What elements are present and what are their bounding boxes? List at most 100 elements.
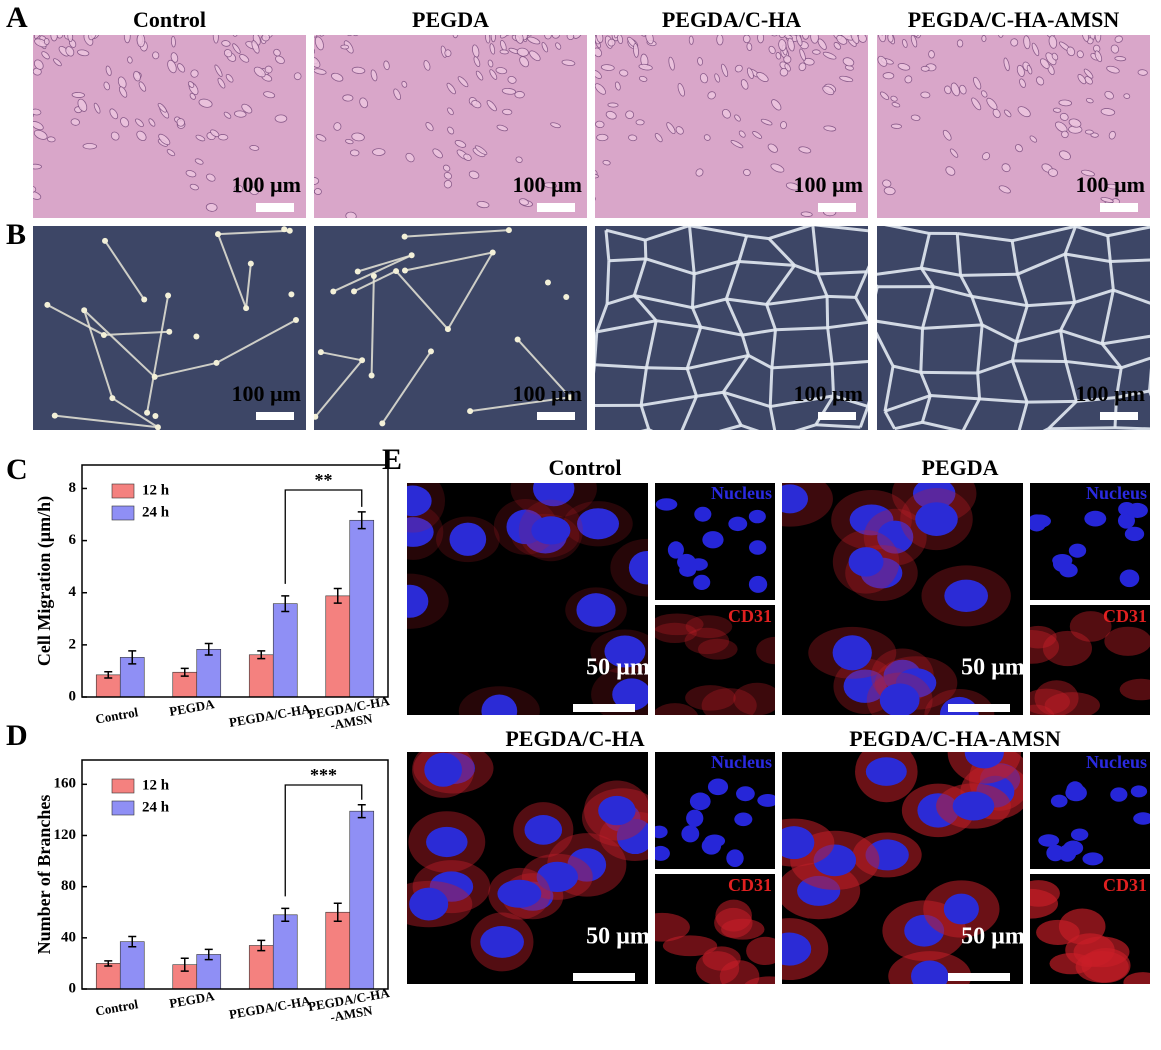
cell xyxy=(607,38,616,47)
tube xyxy=(1101,334,1150,346)
scale-bar-label: 100 µm xyxy=(1075,172,1145,197)
tube xyxy=(961,398,981,430)
cell xyxy=(442,164,451,172)
legend-label: 12 h xyxy=(142,482,170,498)
cell xyxy=(463,153,472,161)
tube xyxy=(1010,341,1018,362)
nucleus xyxy=(1119,569,1140,588)
cell xyxy=(635,119,645,126)
cell xyxy=(1098,0,1106,2)
cell xyxy=(103,81,111,91)
image-title: PEGDA xyxy=(922,455,999,480)
error-bar xyxy=(104,960,113,967)
cell xyxy=(900,22,908,30)
tube xyxy=(320,351,363,362)
cell xyxy=(738,130,746,138)
cell xyxy=(2,45,10,57)
cd31-signal xyxy=(1075,950,1129,983)
cell xyxy=(775,52,782,60)
cell xyxy=(1110,44,1120,54)
scale-bar-label: 100 µm xyxy=(231,172,301,197)
cell xyxy=(1010,38,1019,47)
error-bar xyxy=(180,957,189,972)
nucleus xyxy=(1046,844,1065,862)
cell xyxy=(822,13,831,25)
scale-bar xyxy=(818,412,856,420)
tube xyxy=(154,361,217,378)
cell xyxy=(225,73,234,83)
tube xyxy=(633,294,658,322)
y-tick-label: 40 xyxy=(61,929,76,945)
tube xyxy=(794,423,817,430)
tube xyxy=(854,296,868,323)
cell xyxy=(499,49,509,55)
tube xyxy=(605,260,611,304)
tube xyxy=(971,294,1028,308)
cell xyxy=(959,84,967,95)
cell xyxy=(53,58,62,67)
cell xyxy=(82,143,98,150)
tube xyxy=(724,261,741,300)
cell xyxy=(149,0,159,5)
cell xyxy=(551,35,561,39)
cell xyxy=(822,51,837,60)
tube xyxy=(877,286,879,295)
panel-label: A xyxy=(6,1,28,34)
tube xyxy=(812,226,868,233)
cell xyxy=(293,72,302,81)
tube xyxy=(1063,253,1077,303)
cell xyxy=(579,22,588,33)
cd31-signal xyxy=(1030,688,1070,715)
cell xyxy=(523,14,530,26)
x-tick-label: PEGDA/C-HA xyxy=(228,701,312,730)
cell xyxy=(567,394,574,401)
cell xyxy=(703,134,711,141)
cd31-signal xyxy=(1034,680,1079,715)
cd31-signal xyxy=(685,685,736,711)
tube xyxy=(1065,359,1122,370)
cell xyxy=(595,83,607,95)
cell xyxy=(486,100,497,112)
cd31-signal xyxy=(1069,611,1112,642)
nucleus xyxy=(782,826,815,860)
x-tick-label: PEGDA/C-HA-AMSN xyxy=(307,985,394,1028)
cell xyxy=(1100,108,1116,116)
cell xyxy=(928,50,935,59)
tube xyxy=(1148,390,1150,397)
tube xyxy=(700,325,743,337)
cell xyxy=(1094,50,1103,63)
tube xyxy=(595,364,596,374)
tube xyxy=(353,270,397,293)
cd31-signal xyxy=(702,946,741,971)
scale-bar-label: 50 µm xyxy=(586,924,650,950)
cell xyxy=(489,69,498,80)
tube xyxy=(469,396,571,413)
cell xyxy=(387,10,393,19)
cell xyxy=(890,123,902,129)
tube xyxy=(217,233,248,309)
cell xyxy=(920,91,931,99)
tube xyxy=(767,237,796,267)
cell xyxy=(626,11,636,16)
micrograph xyxy=(822,0,1150,218)
tube xyxy=(883,365,895,412)
tube xyxy=(827,294,856,299)
cell xyxy=(148,118,156,127)
cell xyxy=(359,357,366,364)
error-bar xyxy=(204,642,213,656)
cell xyxy=(314,47,315,56)
cell xyxy=(234,17,239,28)
cell xyxy=(858,20,867,33)
cell xyxy=(950,82,960,97)
cell xyxy=(56,35,64,39)
cell xyxy=(557,3,567,16)
cell xyxy=(253,66,266,78)
tube xyxy=(83,309,114,399)
tube xyxy=(1107,226,1150,238)
nucleus xyxy=(576,593,616,627)
tube xyxy=(740,334,750,356)
cell xyxy=(249,145,260,151)
cell xyxy=(800,211,813,217)
y-tick-label: 6 xyxy=(69,532,77,548)
cell xyxy=(352,35,360,37)
